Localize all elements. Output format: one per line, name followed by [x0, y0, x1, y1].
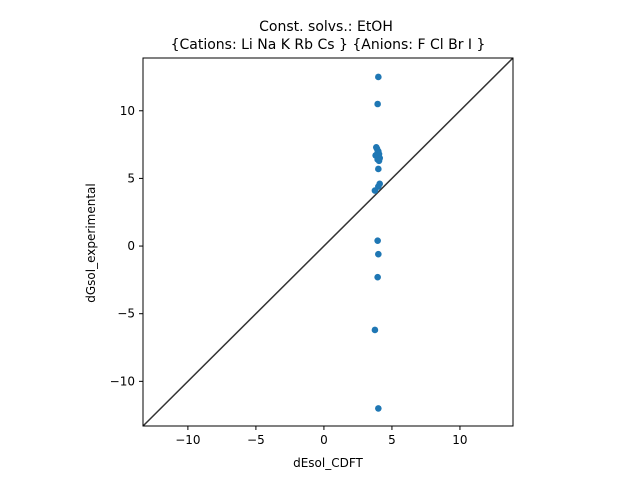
data-point	[374, 100, 381, 108]
chart-subtitle: {Cations: Li Na K Rb Cs } {Anions: F Cl …	[171, 37, 486, 53]
x-tick-label: 10	[452, 433, 467, 447]
y-tick-label: 5	[127, 171, 135, 185]
data-point	[374, 273, 381, 281]
x-axis-label: dEsol_CDFT	[293, 456, 363, 470]
data-point	[375, 405, 382, 412]
data-point	[371, 326, 379, 334]
data-point	[374, 237, 381, 244]
data-point	[375, 165, 382, 173]
x-tick-label: 0	[320, 433, 328, 447]
x-tick-label: 5	[388, 433, 396, 447]
x-tick-label: −5	[247, 433, 265, 447]
x-tick-label: −10	[175, 433, 200, 447]
identity-line	[143, 58, 513, 426]
data-point	[375, 73, 382, 81]
y-axis-label: dGsol_experimental	[84, 183, 98, 302]
y-tick-label: −10	[110, 374, 135, 388]
y-tick-label: −5	[117, 307, 135, 321]
data-point	[375, 157, 383, 165]
chart-title: Const. solvs.: EtOH	[259, 19, 393, 35]
y-tick-label: 10	[120, 104, 135, 118]
y-tick-label: 0	[127, 239, 135, 253]
data-point	[375, 250, 382, 258]
plot-frame	[142, 57, 514, 427]
data-point	[375, 183, 382, 190]
